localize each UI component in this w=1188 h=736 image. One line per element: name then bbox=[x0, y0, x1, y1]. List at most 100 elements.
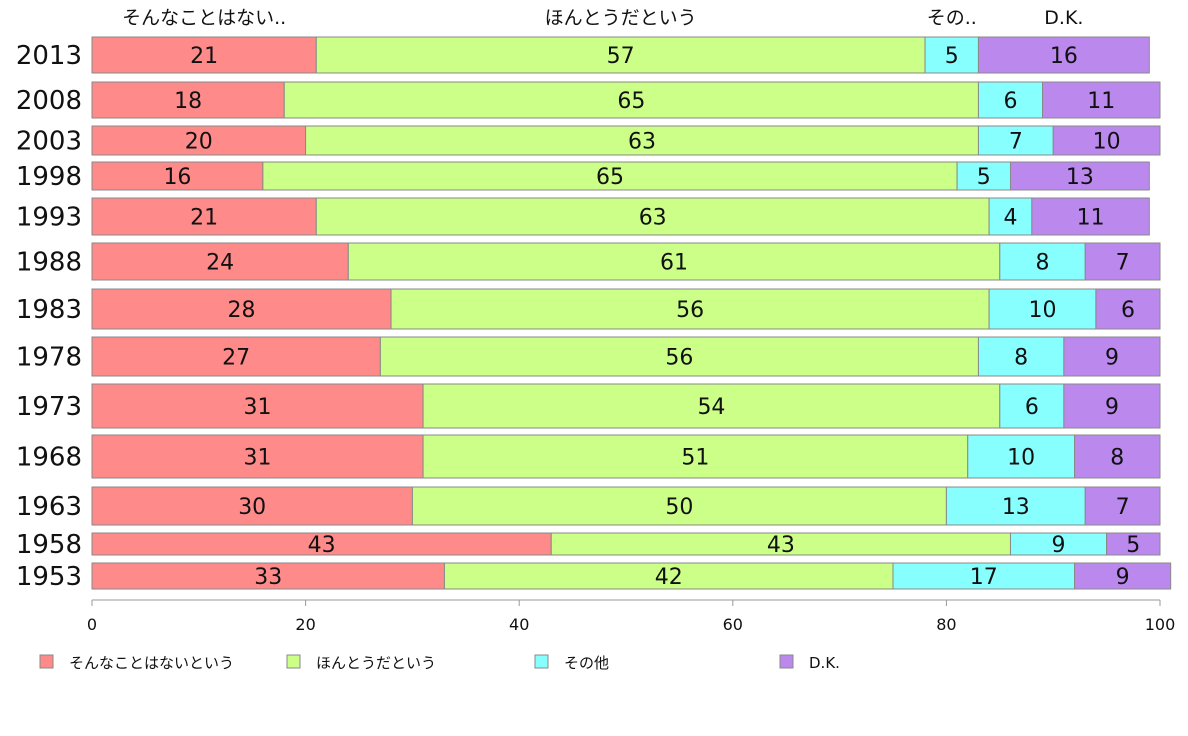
data-label: 63 bbox=[639, 206, 667, 231]
bar-segment bbox=[91, 197, 317, 236]
data-label: 6 bbox=[1025, 395, 1039, 420]
bar-segment bbox=[347, 242, 1001, 281]
year-label: 1998 bbox=[16, 162, 82, 192]
legend-label: D.K. bbox=[809, 654, 840, 672]
data-label: 9 bbox=[1052, 533, 1066, 558]
bar-segment bbox=[999, 242, 1086, 281]
bar-segment bbox=[422, 434, 969, 479]
year-label: 1958 bbox=[16, 530, 82, 560]
x-tick-label: 100 bbox=[1145, 615, 1176, 634]
year-label: 1968 bbox=[16, 443, 82, 473]
data-label: 13 bbox=[1002, 495, 1030, 520]
bar-segment bbox=[91, 36, 317, 74]
data-label: 43 bbox=[308, 533, 336, 558]
data-label: 6 bbox=[1003, 89, 1017, 114]
bar-segment bbox=[1042, 81, 1161, 119]
data-label: 8 bbox=[1036, 251, 1050, 276]
data-label: 11 bbox=[1087, 89, 1115, 114]
x-tick-label: 60 bbox=[723, 615, 743, 634]
year-label: 2013 bbox=[16, 41, 82, 71]
data-label: 63 bbox=[628, 130, 656, 155]
data-label: 18 bbox=[174, 89, 202, 114]
data-label: 5 bbox=[1126, 533, 1140, 558]
data-label: 31 bbox=[244, 446, 272, 471]
bar-segment bbox=[999, 383, 1065, 429]
bar-segment bbox=[91, 242, 349, 281]
bar-segment bbox=[977, 36, 1150, 74]
series-top-label: ほんとうだという bbox=[545, 7, 697, 29]
data-label: 7 bbox=[1116, 495, 1130, 520]
data-label: 43 bbox=[767, 533, 795, 558]
bar-segment bbox=[315, 36, 926, 74]
bar-segment bbox=[1095, 288, 1161, 330]
data-label: 51 bbox=[681, 446, 709, 471]
bar-segment bbox=[1074, 562, 1172, 590]
year-label: 1978 bbox=[16, 343, 82, 373]
legend-swatch bbox=[286, 654, 301, 669]
bar-segment bbox=[988, 288, 1097, 330]
bar-segment bbox=[91, 125, 307, 156]
data-label: 6 bbox=[1121, 298, 1135, 323]
year-label: 2008 bbox=[16, 86, 82, 116]
bar-segment bbox=[262, 161, 958, 191]
data-label: 9 bbox=[1105, 346, 1119, 371]
bar-segment bbox=[1084, 486, 1161, 526]
data-label: 65 bbox=[596, 165, 624, 190]
data-label: 24 bbox=[206, 251, 234, 276]
bar-segment bbox=[283, 81, 979, 119]
x-tick-label: 20 bbox=[295, 615, 315, 634]
data-label: 11 bbox=[1077, 206, 1105, 231]
bar-segment bbox=[988, 197, 1033, 236]
data-label: 31 bbox=[244, 395, 272, 420]
data-label: 20 bbox=[185, 130, 213, 155]
year-label: 1988 bbox=[16, 248, 82, 278]
data-label: 9 bbox=[1105, 395, 1119, 420]
legend-label: その他 bbox=[564, 654, 609, 672]
bar-segment bbox=[1052, 125, 1161, 156]
data-label: 10 bbox=[1007, 446, 1035, 471]
data-label: 10 bbox=[1093, 130, 1121, 155]
bar-segment bbox=[411, 486, 947, 526]
bar-segment bbox=[305, 125, 979, 156]
bar-segment bbox=[91, 486, 413, 526]
data-label: 50 bbox=[665, 495, 693, 520]
bar-segment bbox=[422, 383, 1001, 429]
bar-segment bbox=[1063, 383, 1161, 429]
data-label: 17 bbox=[970, 565, 998, 590]
bar-segment bbox=[924, 36, 979, 74]
data-label: 30 bbox=[238, 495, 266, 520]
data-label: 9 bbox=[1116, 565, 1130, 590]
year-label: 1973 bbox=[16, 392, 82, 422]
bar-segment bbox=[1106, 532, 1161, 556]
series-top-label: そんなことはない.. bbox=[122, 7, 286, 29]
year-label: 1953 bbox=[16, 562, 82, 592]
data-label: 57 bbox=[607, 44, 635, 69]
series-top-labels: そんなことはない.. ほんとうだという その.. D.K. bbox=[122, 7, 1083, 29]
bar-segment bbox=[1031, 197, 1150, 236]
x-tick-label: 80 bbox=[936, 615, 956, 634]
series-top-label: その.. bbox=[927, 7, 977, 29]
bar-segment bbox=[1074, 434, 1161, 479]
data-label: 42 bbox=[655, 565, 683, 590]
bar-segment bbox=[967, 434, 1076, 479]
legend-swatch bbox=[779, 654, 794, 669]
x-tick-label: 0 bbox=[87, 615, 97, 634]
data-label: 16 bbox=[163, 165, 191, 190]
data-label: 33 bbox=[254, 565, 282, 590]
bar-segment bbox=[91, 434, 424, 479]
year-label: 1993 bbox=[16, 203, 82, 233]
data-label: 4 bbox=[1003, 206, 1017, 231]
data-label: 8 bbox=[1110, 446, 1124, 471]
data-label: 21 bbox=[190, 206, 218, 231]
legend-label: ほんとうだという bbox=[316, 654, 436, 672]
data-label: 10 bbox=[1029, 298, 1057, 323]
bar-segment bbox=[91, 562, 445, 590]
legend-label: そんなことはないという bbox=[69, 654, 234, 672]
data-label: 28 bbox=[228, 298, 256, 323]
data-label: 7 bbox=[1116, 251, 1130, 276]
legend-swatch bbox=[39, 654, 54, 669]
bar-segment bbox=[945, 486, 1086, 526]
bar-segment bbox=[91, 288, 392, 330]
